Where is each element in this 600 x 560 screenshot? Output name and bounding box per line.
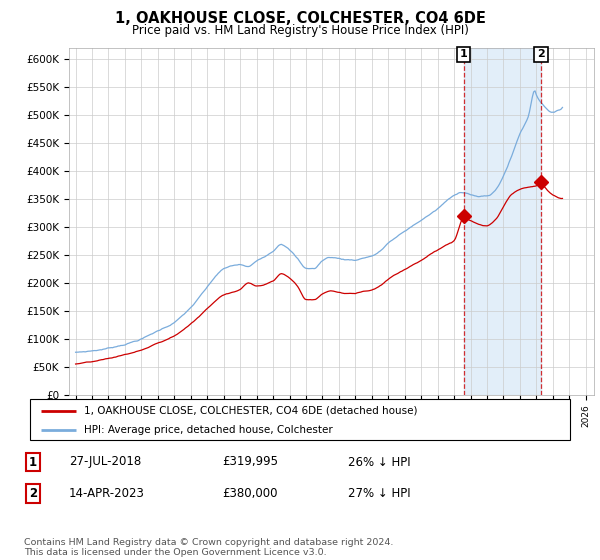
FancyBboxPatch shape (30, 399, 570, 440)
Text: 26% ↓ HPI: 26% ↓ HPI (348, 455, 410, 469)
Text: 2: 2 (29, 487, 37, 501)
Text: 1, OAKHOUSE CLOSE, COLCHESTER, CO4 6DE: 1, OAKHOUSE CLOSE, COLCHESTER, CO4 6DE (115, 11, 485, 26)
Bar (464, 48, 541, 395)
Text: 1, OAKHOUSE CLOSE, COLCHESTER, CO4 6DE (detached house): 1, OAKHOUSE CLOSE, COLCHESTER, CO4 6DE (… (84, 405, 418, 416)
Text: 14-APR-2023: 14-APR-2023 (69, 487, 145, 501)
Text: £319,995: £319,995 (222, 455, 278, 469)
Text: Contains HM Land Registry data © Crown copyright and database right 2024.
This d: Contains HM Land Registry data © Crown c… (24, 538, 394, 557)
Text: 2: 2 (537, 49, 545, 59)
Text: 27% ↓ HPI: 27% ↓ HPI (348, 487, 410, 501)
Text: 1: 1 (460, 49, 467, 59)
Text: Price paid vs. HM Land Registry's House Price Index (HPI): Price paid vs. HM Land Registry's House … (131, 24, 469, 36)
Text: £380,000: £380,000 (222, 487, 277, 501)
Text: 27-JUL-2018: 27-JUL-2018 (69, 455, 141, 469)
Text: HPI: Average price, detached house, Colchester: HPI: Average price, detached house, Colc… (84, 424, 333, 435)
Text: 1: 1 (29, 455, 37, 469)
